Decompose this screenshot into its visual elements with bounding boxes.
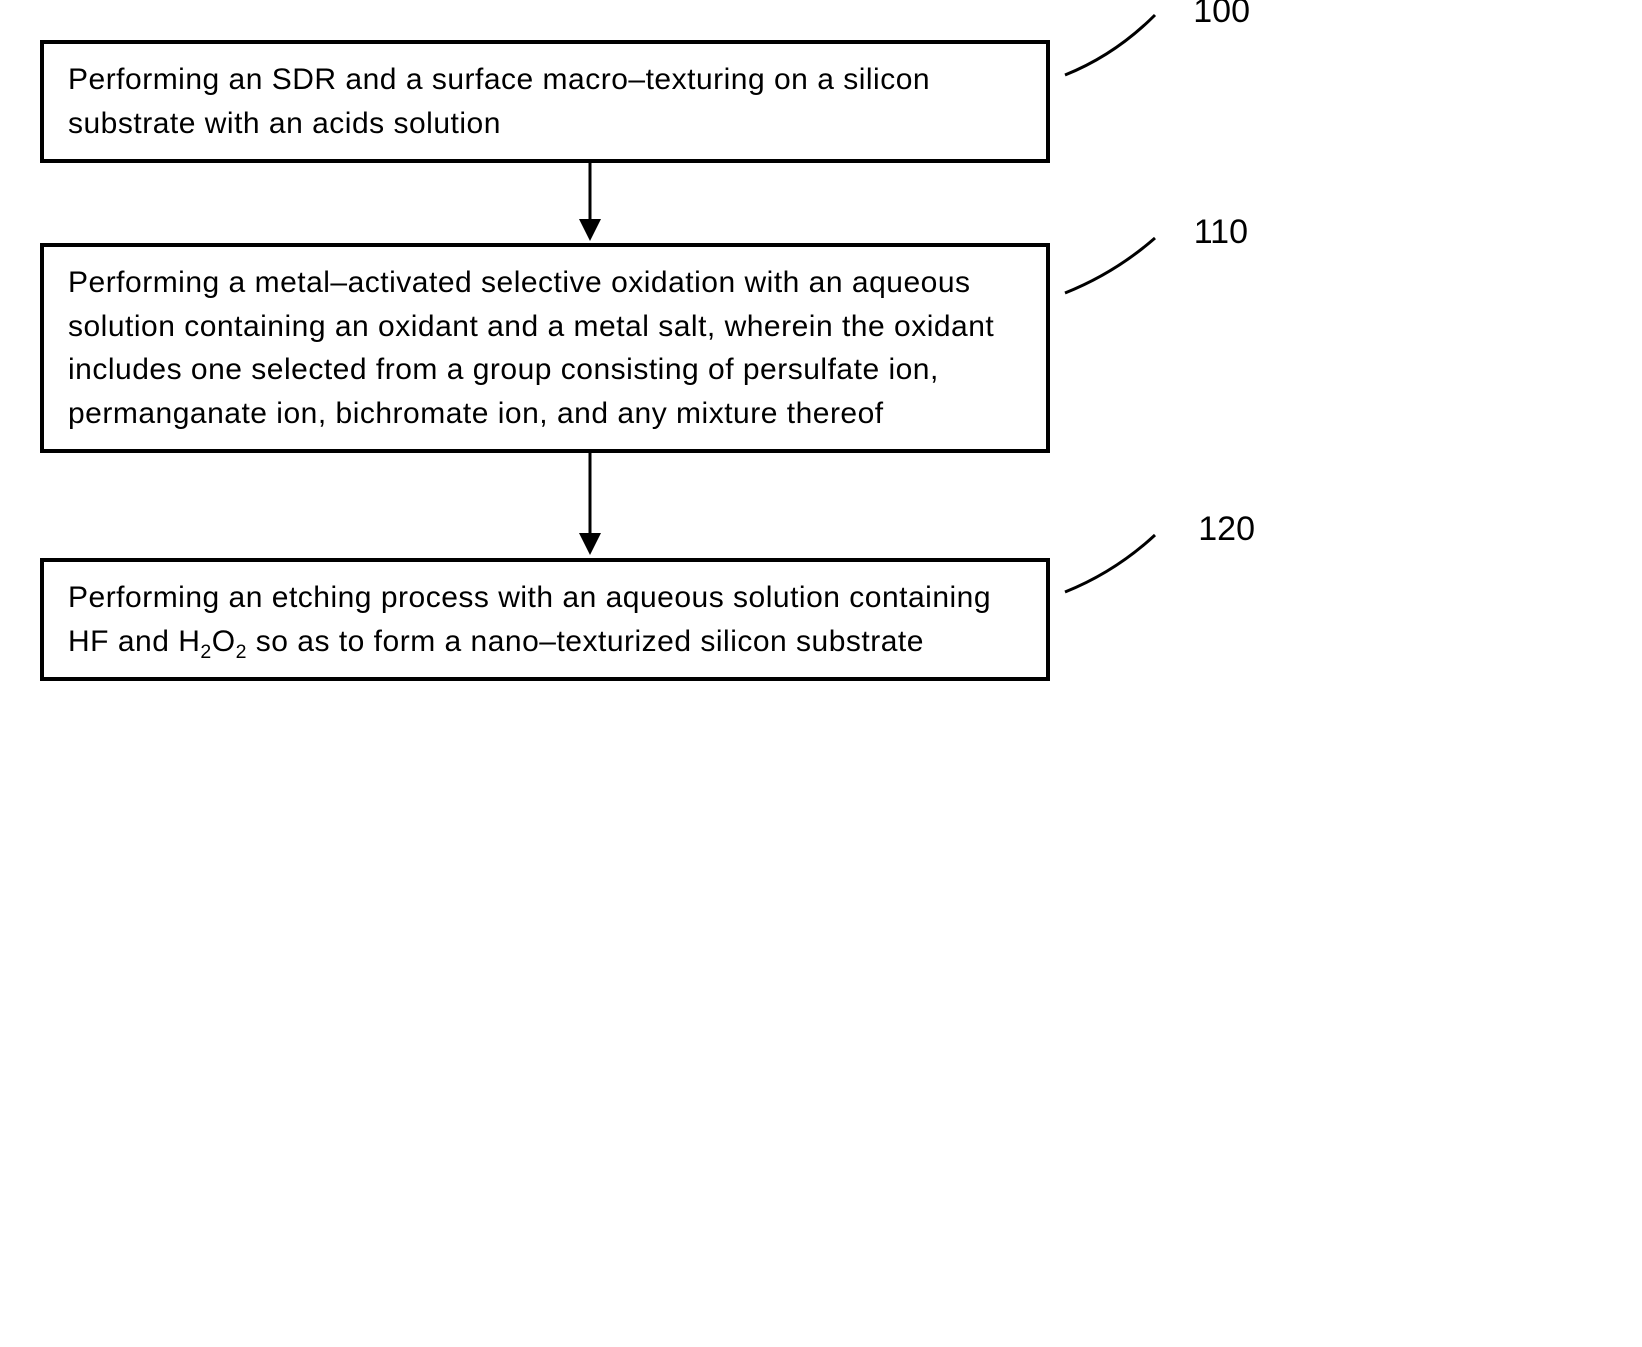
process-flowchart: Performing an SDR and a surface macro–te… [40,40,1140,681]
leader-110 [1060,233,1180,303]
reference-label-120: 120 [1198,510,1255,549]
leader-100 [1060,10,1180,80]
reference-label-110: 110 [1194,213,1248,252]
arrow-110-to-120 [40,453,1140,558]
arrow-100-to-110 [40,163,1140,243]
step-110-box: Performing a metal–activated selective o… [40,243,1050,453]
reference-label-100: 100 [1193,0,1250,31]
step-120-wrap: Performing an etching process with an aq… [40,558,1140,681]
step-120-box: Performing an etching process with an aq… [40,558,1050,681]
step-100-wrap: Performing an SDR and a surface macro–te… [40,40,1140,163]
step-110-wrap: Performing a metal–activated selective o… [40,243,1140,453]
leader-120 [1060,530,1180,600]
step-100-box: Performing an SDR and a surface macro–te… [40,40,1050,163]
